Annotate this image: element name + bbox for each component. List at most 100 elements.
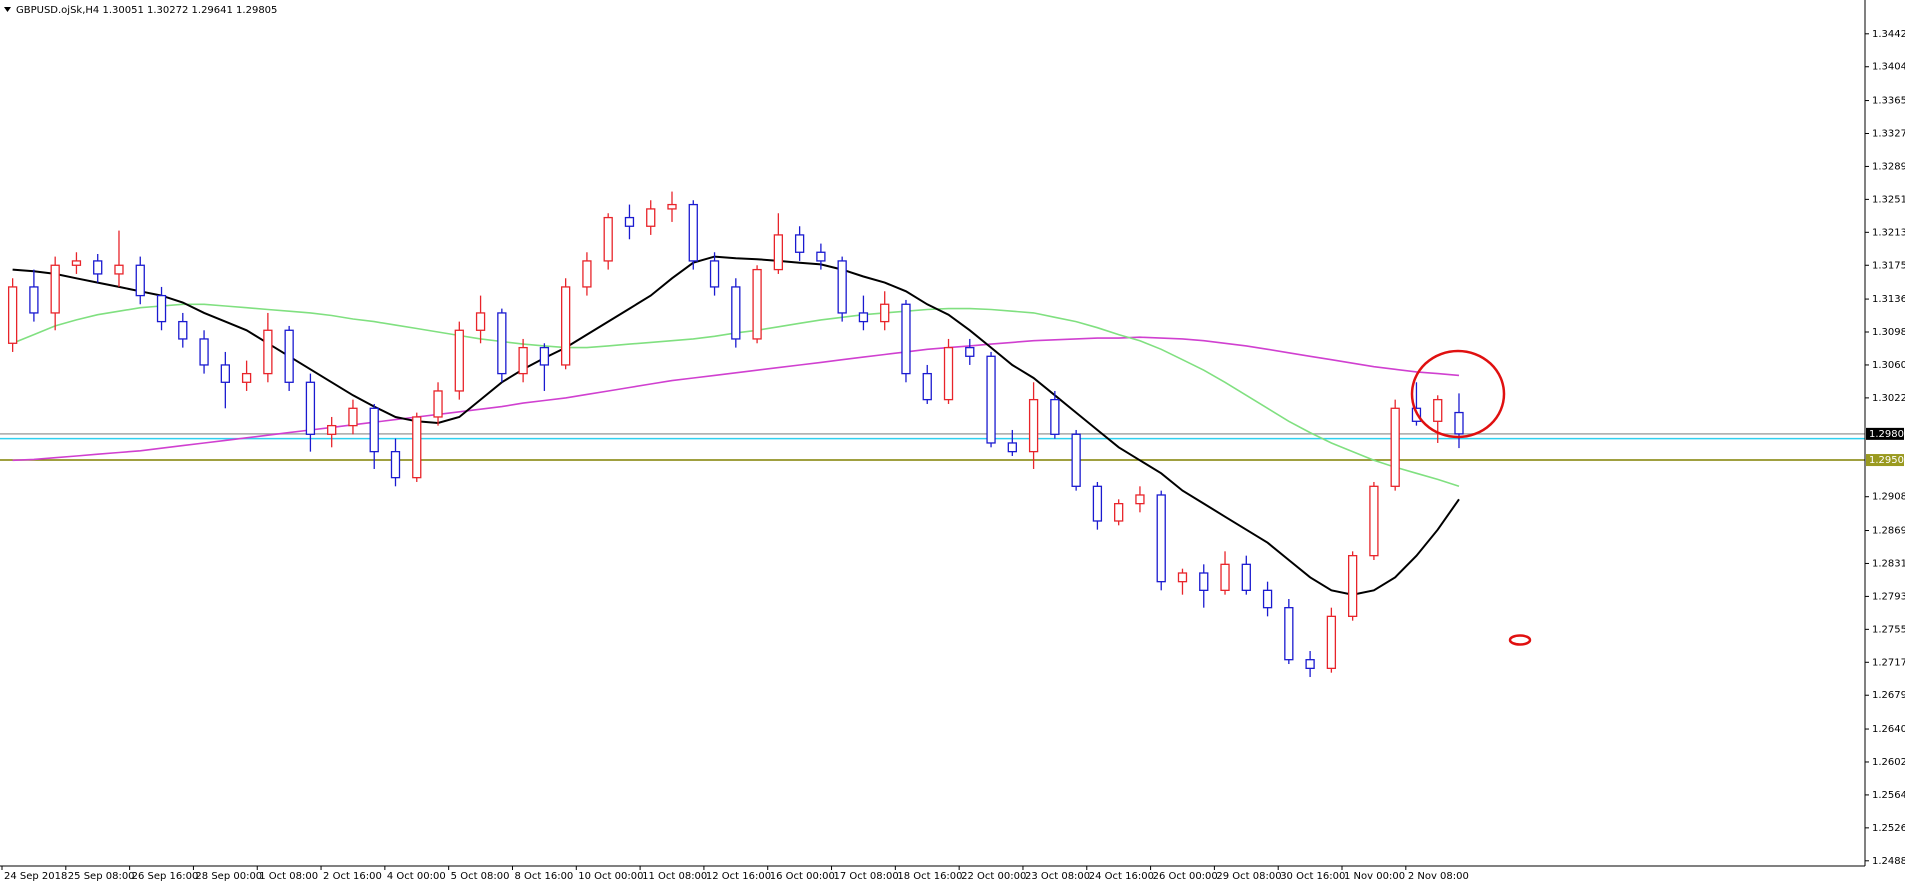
x-tick-label: 30 Oct 16:00: [1280, 871, 1345, 882]
x-tick-label: 11 Oct 08:00: [642, 871, 707, 882]
x-tick-label: 24 Oct 16:00: [1089, 871, 1154, 882]
y-tick-label: 1.30980: [1872, 327, 1905, 338]
candle-body: [71, 260, 82, 266]
y-tick-label: 1.26400: [1872, 724, 1905, 735]
candle-body: [497, 312, 507, 375]
candle-body: [1305, 659, 1315, 670]
candle-body: [1007, 442, 1017, 453]
candle-body: [369, 407, 379, 453]
candle-body: [837, 260, 847, 314]
y-tick-label: 1.33270: [1872, 128, 1905, 139]
candle-body: [603, 216, 613, 262]
moving-average: [12, 255, 1460, 596]
y-tick-label: 1.25640: [1872, 790, 1905, 801]
candle-body: [624, 216, 635, 227]
x-tick-label: 8 Oct 16:00: [514, 871, 573, 882]
menu-arrow[interactable]: [4, 7, 11, 12]
candle-body: [1135, 494, 1145, 505]
y-tick-label: 1.29080: [1872, 492, 1905, 503]
candle-body: [135, 264, 145, 297]
y-tick-label: 1.32890: [1872, 161, 1905, 172]
candle-body: [816, 251, 826, 262]
y-tick-label: 1.24880: [1872, 856, 1905, 867]
x-tick-label: 25 Sep 08:00: [68, 871, 135, 882]
candle-body: [1092, 485, 1103, 522]
candle-body: [29, 286, 39, 314]
candle-body: [412, 416, 422, 479]
candle-body: [794, 234, 805, 253]
candle-body: [667, 203, 677, 210]
candle-body: [1433, 398, 1443, 422]
candle-body: [901, 303, 911, 375]
moving-average: [12, 336, 1460, 462]
candle-body: [93, 260, 103, 275]
candle-body: [1284, 607, 1294, 661]
x-tick-label: 24 Sep 2018: [4, 871, 67, 882]
x-tick-label: 29 Oct 08:00: [1216, 871, 1281, 882]
y-tick-label: 1.27170: [1872, 657, 1905, 668]
price-tag-label: 1.29503: [1869, 455, 1905, 466]
candle-body: [965, 346, 975, 357]
y-tick-label: 1.28310: [1872, 558, 1905, 569]
x-tick-label: 1 Oct 08:00: [259, 871, 318, 882]
candle-body: [709, 260, 720, 288]
candle-body: [220, 364, 230, 383]
candle-body: [1177, 572, 1188, 583]
candle-body: [858, 312, 869, 323]
candle-body: [1156, 494, 1166, 583]
price-tag: [1866, 427, 1904, 440]
candle-body: [582, 260, 592, 288]
candle-body: [1199, 572, 1209, 591]
price-tag-label: 1.29805: [1869, 429, 1905, 440]
candle-body: [7, 286, 18, 344]
y-tick-label: 1.25260: [1872, 823, 1905, 834]
x-tick-label: 10 Oct 00:00: [578, 871, 643, 882]
candle-body: [241, 372, 252, 383]
candle-body: [50, 264, 60, 314]
candle-body: [773, 234, 784, 271]
x-tick-label: 17 Oct 08:00: [834, 871, 899, 882]
candle-body: [539, 346, 550, 366]
x-tick-label: 2 Oct 16:00: [323, 871, 382, 882]
price-tag: [1866, 454, 1904, 467]
candle-body: [327, 424, 337, 435]
candle-body: [1369, 485, 1379, 557]
candle-body: [348, 407, 358, 427]
candle-body: [688, 203, 698, 262]
x-tick-label: 1 Nov 00:00: [1344, 871, 1405, 882]
candle-body: [1347, 555, 1358, 617]
candle-body: [1454, 411, 1464, 435]
candle-body: [305, 381, 316, 435]
x-tick-label: 28 Sep 00:00: [195, 871, 262, 882]
y-tick-label: 1.26020: [1872, 757, 1905, 768]
candle-body: [922, 372, 932, 401]
y-tick-label: 1.32510: [1872, 194, 1905, 205]
x-tick-label: 2 Nov 08:00: [1408, 871, 1469, 882]
annotation-circle: [1410, 349, 1506, 439]
y-tick-label: 1.31360: [1872, 294, 1905, 305]
x-tick-label: 12 Oct 16:00: [706, 871, 771, 882]
x-tick-label: 4 Oct 00:00: [387, 871, 446, 882]
candle-body: [390, 450, 401, 479]
candle-body: [561, 286, 571, 366]
x-tick-label: 16 Oct 00:00: [770, 871, 835, 882]
candle-body: [433, 390, 443, 418]
candle-body: [1028, 398, 1039, 453]
x-tick-label: 18 Oct 16:00: [897, 871, 962, 882]
candle-body: [1114, 502, 1124, 522]
y-tick-label: 1.27930: [1872, 591, 1905, 602]
chart-title: GBPUSD.ojSk,H4 1.30051 1.30272 1.29641 1…: [16, 5, 277, 16]
candle-body: [199, 338, 209, 366]
x-tick-label: 22 Oct 00:00: [961, 871, 1026, 882]
y-tick-label: 1.33650: [1872, 96, 1905, 107]
y-tick-label: 1.31750: [1872, 260, 1905, 271]
candle-body: [943, 346, 954, 401]
y-tick-label: 1.27550: [1872, 624, 1905, 635]
candle-body: [986, 355, 996, 444]
candle-body: [1390, 407, 1400, 487]
candle-body: [156, 294, 167, 323]
y-tick-label: 1.28690: [1872, 526, 1905, 537]
candle-body: [454, 329, 464, 392]
